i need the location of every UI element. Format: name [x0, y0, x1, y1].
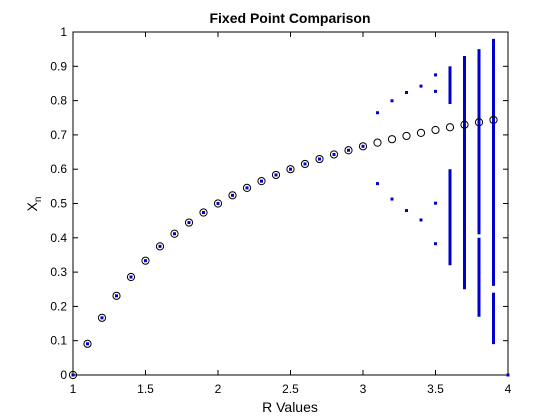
simulation-point [71, 373, 75, 377]
fixed-point-marker [286, 165, 295, 174]
x-tick-label: 1 [70, 382, 77, 396]
simulation-point [100, 316, 104, 320]
y-tick-label: 0.5 [50, 197, 67, 211]
y-tick-label: 0.7 [50, 128, 67, 142]
y-tick-label: 1 [60, 25, 67, 39]
fixed-point-marker [97, 313, 107, 322]
x-tick-labels: 1 1.5 2 2.5 3 3.5 4 [70, 382, 512, 396]
simulation-point [318, 157, 321, 161]
simulation-point [376, 111, 379, 115]
y-axis-label-subscript: n [33, 197, 44, 203]
y-tick-label: 0.1 [50, 334, 67, 348]
plot-area [72, 31, 509, 376]
simulation-point [390, 197, 394, 201]
fixed-point-marker [170, 229, 179, 238]
simulation-point [347, 148, 350, 152]
simulation-point [216, 202, 220, 205]
x-tick-label: 3 [360, 382, 367, 396]
fixed-point-marker [155, 242, 165, 251]
x-tick-label: 1.5 [137, 382, 154, 396]
simulation-point [434, 201, 437, 205]
fixed-point-markers [68, 115, 498, 380]
y-tick-label: 0.2 [50, 299, 67, 313]
simulation-point [419, 218, 423, 222]
y-axis-label-main: X [24, 201, 40, 211]
fixed-point-marker [271, 170, 281, 180]
fixed-point-marker [126, 272, 136, 282]
simulation-point [187, 221, 191, 225]
simulation-point [129, 275, 133, 279]
y-tick-label: 0 [60, 368, 67, 382]
simulation-point [506, 373, 510, 377]
fixed-point-marker [112, 291, 121, 300]
fixed-point-marker [242, 183, 252, 192]
x-tick-label: 2 [215, 382, 222, 396]
fixed-point-marker [199, 208, 208, 217]
simulation-point [376, 182, 379, 186]
y-tick-label: 0.3 [50, 265, 67, 279]
x-tick-label: 4 [505, 382, 512, 396]
fixed-point-marker [315, 154, 324, 164]
simulation-point [202, 211, 205, 215]
x-tick-label: 3.5 [427, 382, 444, 396]
simulation-point [405, 209, 408, 213]
fixed-point-marker [474, 118, 484, 127]
fixed-point-marker [213, 199, 223, 208]
simulation-point [158, 244, 162, 248]
y-tick-label: 0.8 [50, 94, 67, 108]
simulation-point [231, 193, 234, 197]
fixed-point-marker [329, 150, 339, 159]
fixed-point-marker [416, 128, 426, 137]
simulation-point [245, 186, 249, 190]
fixed-point-marker [184, 218, 194, 227]
simulation-bands [448, 38, 495, 345]
y-axis-label: Xn [24, 197, 44, 212]
x-axis-label: R Values [262, 399, 318, 415]
simulation-point [115, 294, 118, 298]
simulation-point [86, 342, 89, 346]
fixed-point-marker [373, 138, 382, 147]
y-tick-label: 0.9 [50, 59, 67, 73]
simulation-point [434, 242, 437, 246]
fixed-point-marker [83, 339, 92, 348]
simulation-point [390, 99, 394, 103]
fixed-point-marker [300, 159, 310, 169]
simulation-point [303, 162, 307, 166]
fixed-point-marker [141, 256, 150, 265]
simulation-point [144, 259, 147, 263]
simulation-point [332, 152, 336, 156]
simulation-point [434, 89, 437, 93]
fixed-point-marker [68, 370, 78, 380]
fixed-point-marker [344, 146, 353, 155]
simulation-point [419, 84, 423, 88]
simulation-point [361, 144, 365, 148]
y-tick-label: 0.6 [50, 162, 67, 176]
simulation-point [274, 173, 278, 177]
fixed-point-marker [358, 142, 368, 151]
fixed-point-marker [387, 135, 397, 144]
fixed-point-marker [445, 123, 455, 132]
simulation-point [260, 179, 263, 183]
fixed-point-marker [489, 115, 498, 125]
fixed-point-marker [402, 131, 411, 141]
y-tick-label: 0.4 [50, 231, 67, 245]
fixed-point-marker [431, 125, 440, 135]
axis-ticks [72, 31, 509, 376]
chart-title: Fixed Point Comparison [209, 10, 370, 26]
x-tick-label: 2.5 [282, 382, 299, 396]
simulation-point [289, 167, 292, 171]
simulation-point [173, 232, 176, 236]
simulation-point [405, 91, 408, 95]
simulation-point [434, 73, 437, 77]
fixed-point-marker [460, 120, 469, 129]
y-tick-labels: 0 0.1 0.2 0.3 0.4 0.5 0.6 0.7 0.8 0.9 1 [50, 25, 67, 382]
fixed-point-marker [228, 191, 237, 200]
fixed-point-marker [257, 177, 266, 186]
simulation-points [71, 73, 510, 377]
